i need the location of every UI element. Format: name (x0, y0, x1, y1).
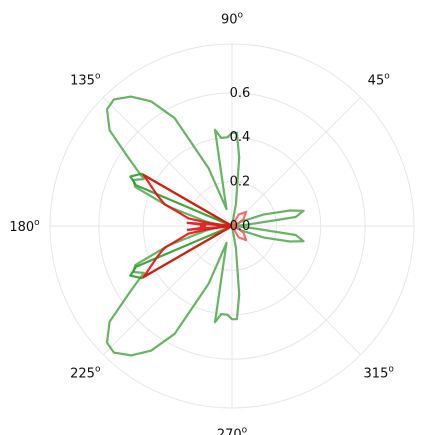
series-line-0 (105, 95, 305, 357)
angle-tick-label: 225o (70, 365, 101, 382)
radial-tick-label: 0.0 (230, 219, 251, 234)
data-series-group (105, 95, 305, 357)
angle-tick-labels: 045o90o135o180o225o270o315o (9, 11, 395, 435)
polar-grid (49, 43, 415, 409)
grid-spoke (102, 96, 233, 227)
angle-tick-label: 90o (221, 11, 244, 28)
grid-spoke (231, 96, 362, 227)
series-line-2 (142, 173, 234, 279)
grid-spoke (231, 225, 362, 356)
radial-tick-label: 0.4 (230, 130, 251, 145)
angle-tick-label: 135o (70, 71, 101, 88)
radial-tick-label: 0.6 (230, 86, 251, 101)
radial-tick-label: 0.2 (230, 175, 251, 190)
angle-tick-label: 180o (9, 218, 40, 235)
series-line-3 (230, 210, 248, 242)
angle-tick-label: 45o (368, 71, 391, 88)
radial-tick-labels: 0.0 0.2 0.4 0.6 (230, 86, 251, 234)
angle-tick-label: 315o (364, 365, 395, 382)
grid-spoke (102, 225, 233, 356)
angle-tick-label: 270o (217, 425, 248, 435)
